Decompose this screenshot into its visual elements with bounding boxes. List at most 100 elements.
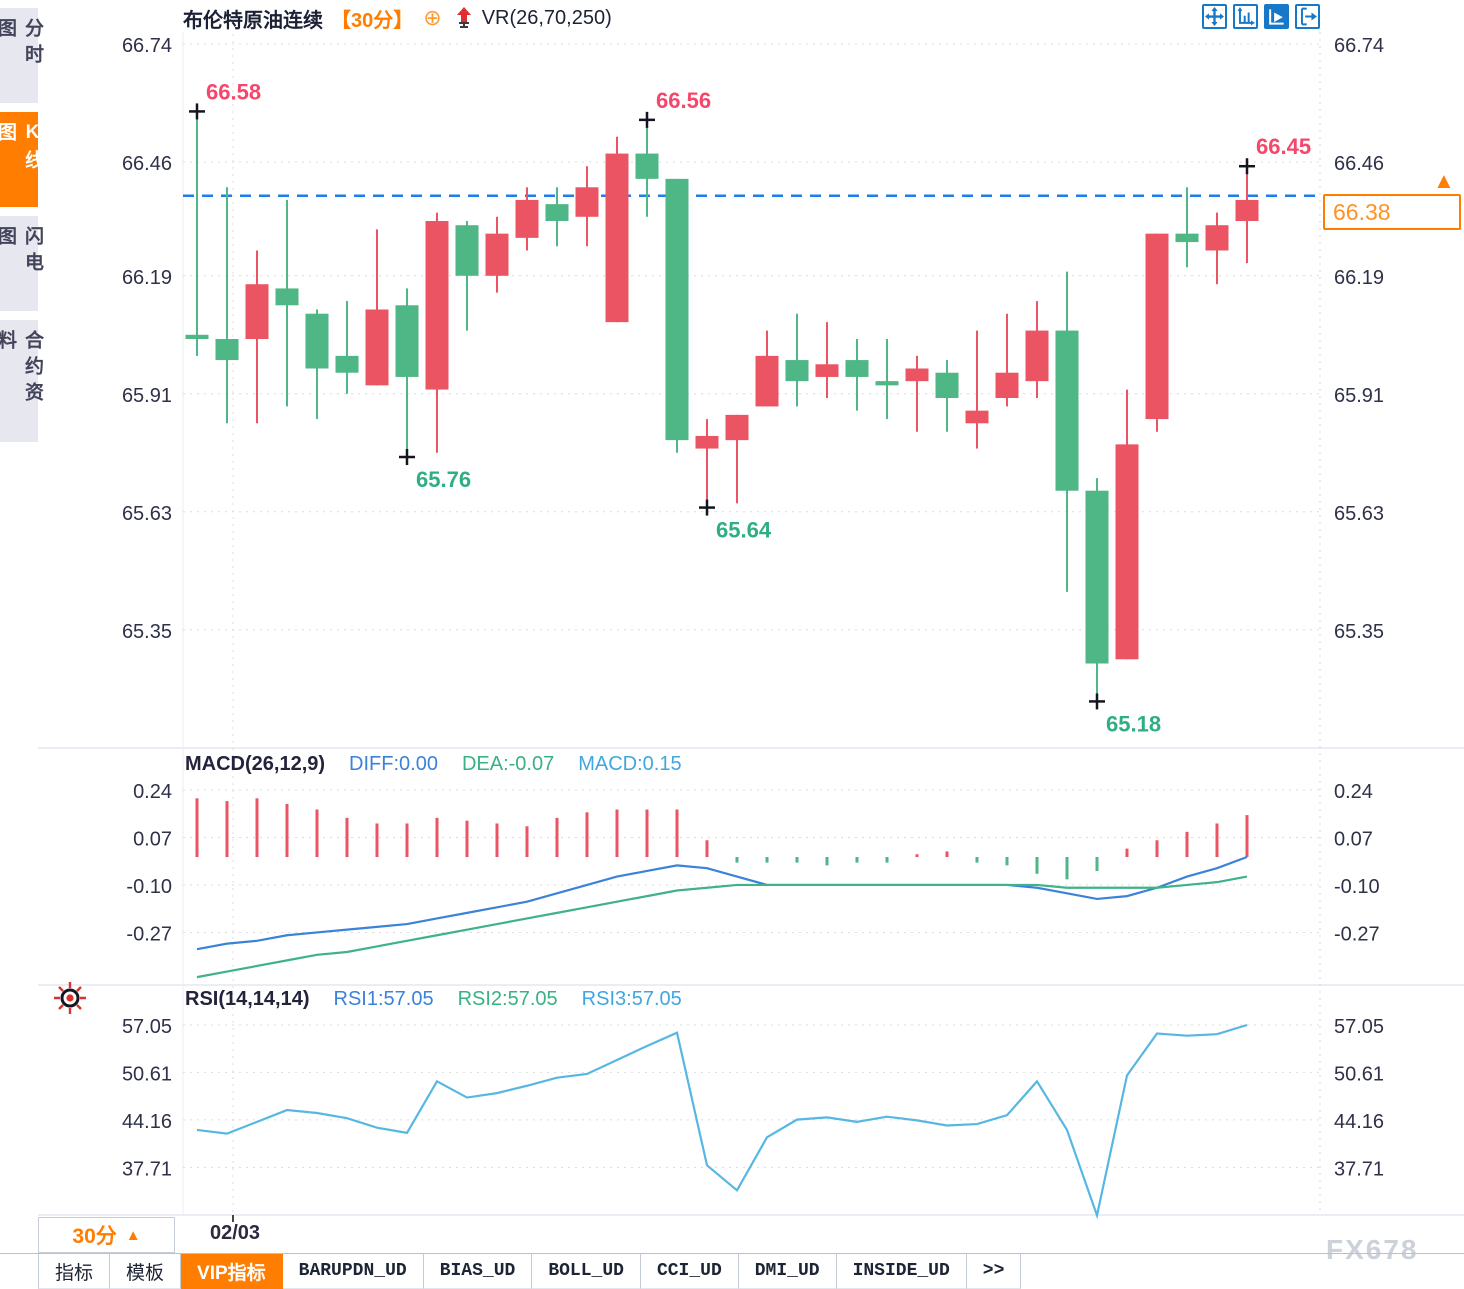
indicator-tabbar: 指标 模板 VIP指标 BARUPDN_UD BIAS_UD BOLL_UD CCI_UD D… bbox=[38, 1254, 1022, 1289]
move-cross-icon[interactable] bbox=[1202, 4, 1227, 29]
chart-toolbar bbox=[1202, 4, 1320, 29]
period-selector-arrow-icon: ▲ bbox=[125, 1226, 141, 1244]
price-marker-triangle-icon: ▲ bbox=[1433, 168, 1455, 193]
candle-body bbox=[605, 153, 629, 323]
candle-body bbox=[305, 313, 329, 369]
macd-legend-item: DEA:-0.07 bbox=[461, 753, 555, 775]
candle-body bbox=[1235, 199, 1259, 222]
axis-range-icon[interactable] bbox=[1233, 4, 1258, 29]
candle-body bbox=[365, 309, 389, 386]
macd-legend: MACD(26,12,9) DIFF:0.00 DEA:-0.07 MACD:0.1… bbox=[185, 753, 682, 776]
rsi-legend-item: RSI2:57.05 bbox=[457, 988, 558, 1010]
footer-tab-DMI_UD[interactable]: DMI_UD bbox=[738, 1254, 837, 1289]
y-axis-label-right: 66.19 bbox=[1334, 267, 1384, 289]
symbol-title: 布伦特原油连续 bbox=[183, 9, 323, 32]
footer-tab-BARUPDN_UD[interactable]: BARUPDN_UD bbox=[282, 1254, 424, 1289]
candle-body bbox=[1085, 490, 1109, 664]
y-axis-label-left: 65.91 bbox=[122, 385, 172, 407]
candle-body bbox=[905, 368, 929, 382]
y-axis-label-right: 66.74 bbox=[1334, 35, 1384, 57]
y-axis-label-left: 50.61 bbox=[122, 1063, 172, 1085]
period-selector-button[interactable]: 30分 ▲ bbox=[38, 1217, 175, 1253]
sidebar-tab-分时图[interactable]: 分时图 bbox=[0, 8, 43, 103]
footer-tab-INSIDE_UD[interactable]: INSIDE_UD bbox=[836, 1254, 967, 1289]
footer-tab-模板[interactable]: 模板 bbox=[110, 1254, 182, 1289]
rsi-title: RSI(14,14,14) bbox=[185, 988, 310, 1010]
candle-body bbox=[1055, 330, 1079, 491]
price-annotation-label: 65.18 bbox=[1106, 711, 1161, 736]
crosshair-circle-icon[interactable]: ⊕ bbox=[423, 5, 442, 30]
current-price-tag: 66.38 bbox=[1323, 194, 1461, 230]
candle-body bbox=[875, 381, 899, 386]
candle-body bbox=[275, 288, 299, 306]
trend-up-arrow-icon bbox=[454, 6, 474, 30]
sun-marker-icon[interactable] bbox=[50, 978, 90, 1018]
y-axis-label-right: 0.24 bbox=[1334, 781, 1373, 803]
footer-tab-VIP指标[interactable]: VIP指标 bbox=[181, 1254, 283, 1289]
candle-body bbox=[1205, 225, 1229, 251]
footer-tab-BIAS_UD[interactable]: BIAS_UD bbox=[423, 1254, 533, 1289]
current-price-value: 66.38 bbox=[1333, 198, 1391, 225]
sidebar-tab-K线图[interactable]: K线图 bbox=[0, 112, 43, 207]
candle-body bbox=[245, 284, 269, 340]
candle-body bbox=[845, 360, 869, 377]
y-axis-label-right: -0.27 bbox=[1334, 923, 1380, 945]
sidebar-tab-合约资料[interactable]: 合约资料 bbox=[0, 320, 43, 442]
y-axis-label-right: 50.61 bbox=[1334, 1063, 1384, 1085]
export-right-icon[interactable] bbox=[1295, 4, 1320, 29]
y-axis-label-right: 65.35 bbox=[1334, 621, 1384, 643]
macd-title: MACD(26,12,9) bbox=[185, 753, 326, 775]
macd-legend-item: MACD:0.15 bbox=[578, 753, 682, 775]
rsi-legend: RSI(14,14,14) RSI1:57.05 RSI2:57.05 RSI3:5… bbox=[185, 988, 682, 1011]
footer-tab-CCI_UD[interactable]: CCI_UD bbox=[640, 1254, 739, 1289]
footer-tab-指标[interactable]: 指标 bbox=[38, 1254, 111, 1289]
rsi-legend-item: RSI3:57.05 bbox=[581, 988, 682, 1010]
macd-diff-line bbox=[196, 855, 1248, 951]
watermark: FX678 bbox=[1326, 1234, 1419, 1265]
price-annotation-label: 66.45 bbox=[1256, 134, 1311, 159]
candle-body bbox=[455, 225, 479, 276]
period-label[interactable]: 【30分】 bbox=[331, 9, 414, 32]
rsi-line bbox=[196, 1023, 1248, 1220]
y-axis-label-left: -0.27 bbox=[126, 923, 172, 945]
candle-body bbox=[995, 372, 1019, 399]
candle-body bbox=[485, 233, 509, 276]
footer-tab-BOLL_UD[interactable]: BOLL_UD bbox=[532, 1254, 641, 1289]
candle-body bbox=[965, 410, 989, 424]
y-axis-label-left: 44.16 bbox=[122, 1111, 172, 1133]
x-axis-date-label: 02/03 bbox=[209, 1222, 261, 1244]
candle-body bbox=[335, 355, 359, 373]
y-axis-label-right: -0.10 bbox=[1334, 876, 1380, 898]
vr-indicator-label: VR(26,70,250) bbox=[481, 6, 612, 29]
price-annotation-label: 65.64 bbox=[716, 518, 772, 543]
rsi-legend-item: RSI1:57.05 bbox=[333, 988, 434, 1010]
candle-body bbox=[575, 187, 599, 217]
y-axis-label-right: 57.05 bbox=[1334, 1016, 1384, 1038]
y-axis-label-left: 57.05 bbox=[122, 1016, 172, 1038]
y-axis-label-right: 65.91 bbox=[1334, 385, 1384, 407]
candle-body bbox=[1025, 330, 1049, 382]
candle-body bbox=[695, 435, 719, 449]
price-annotation-label: 66.56 bbox=[656, 88, 711, 113]
y-axis-label-left: 0.07 bbox=[133, 828, 172, 850]
y-axis-label-right: 66.46 bbox=[1334, 153, 1384, 175]
candle-body bbox=[665, 178, 689, 441]
candle-body bbox=[185, 334, 209, 340]
macd-dea-line bbox=[196, 875, 1248, 979]
candle-body bbox=[1115, 444, 1139, 660]
y-axis-label-left: 65.63 bbox=[122, 503, 172, 525]
footer-tab->>[interactable]: >> bbox=[966, 1254, 1022, 1289]
price-annotation-label: 65.76 bbox=[416, 467, 471, 492]
candle-body bbox=[395, 305, 419, 377]
y-axis-label-left: -0.10 bbox=[126, 876, 172, 898]
candle-body bbox=[1175, 233, 1199, 243]
candle-body bbox=[755, 355, 779, 407]
trend-play-icon[interactable] bbox=[1264, 4, 1289, 29]
y-axis-label-right: 65.63 bbox=[1334, 503, 1384, 525]
period-selector-label: 30分 bbox=[72, 1225, 117, 1248]
candle-body bbox=[215, 339, 239, 361]
sidebar-tab-闪电图[interactable]: 闪电图 bbox=[0, 216, 43, 311]
y-axis-label-left: 0.24 bbox=[133, 781, 172, 803]
y-axis-label-left: 37.71 bbox=[122, 1158, 172, 1180]
